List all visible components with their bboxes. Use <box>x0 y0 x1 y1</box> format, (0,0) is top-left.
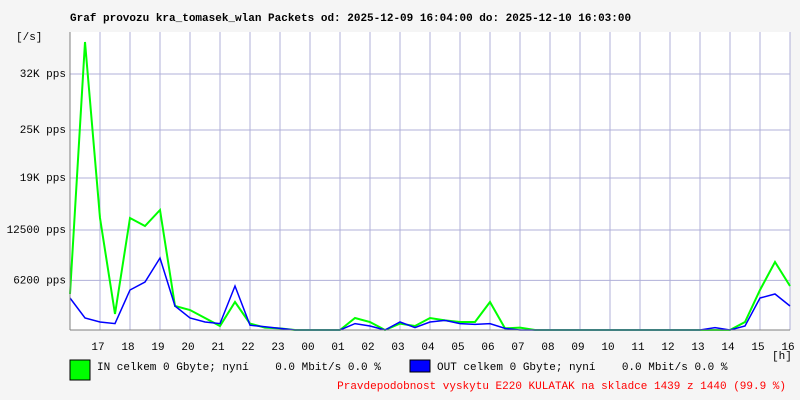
x-tick-label: 16 <box>781 342 794 354</box>
x-tick-label: 19 <box>151 342 164 354</box>
x-tick-label: 01 <box>331 342 345 354</box>
y-axis-label: [/s] <box>16 32 42 44</box>
chart-title: Graf provozu kra_tomasek_wlan Packets od… <box>70 13 631 25</box>
legend-swatch <box>409 359 431 373</box>
legend-label: IN celkem 0 Gbyte; nyní 0.0 Mbit/s 0.0 % <box>97 362 381 374</box>
x-tick-label: 22 <box>241 342 254 354</box>
x-tick-label: 04 <box>421 342 435 354</box>
x-tick-label: 13 <box>691 342 704 354</box>
x-tick-label: 18 <box>121 342 134 354</box>
x-tick-label: 15 <box>751 342 764 354</box>
x-tick-label: 21 <box>211 342 225 354</box>
x-tick-label: 00 <box>301 342 314 354</box>
x-tick-label: 11 <box>631 342 645 354</box>
x-tick-label: 09 <box>571 342 584 354</box>
x-tick-label: 17 <box>91 342 104 354</box>
x-axis-label: [h] <box>772 351 792 363</box>
legend-label: OUT celkem 0 Gbyte; nyní 0.0 Mbit/s 0.0 … <box>437 362 728 374</box>
x-tick-label: 05 <box>451 342 464 354</box>
legend-swatch <box>69 359 91 381</box>
x-tick-label: 23 <box>271 342 284 354</box>
footer: Pravdepodobnost vyskytu E220 KULATAK na … <box>337 381 786 393</box>
x-tick-label: 10 <box>601 342 614 354</box>
x-tick-label: 12 <box>661 342 674 354</box>
x-tick-label: 14 <box>721 342 735 354</box>
x-tick-label: 08 <box>541 342 554 354</box>
y-tick-label: 6200 pps <box>13 275 66 287</box>
y-tick-label: 32K pps <box>20 69 66 81</box>
y-tick-label: 12500 pps <box>7 225 66 237</box>
x-tick-label: 07 <box>511 342 524 354</box>
x-tick-label: 03 <box>391 342 404 354</box>
x-tick-label: 02 <box>361 342 374 354</box>
x-tick-label: 20 <box>181 342 194 354</box>
y-tick-label: 19K pps <box>20 173 66 185</box>
y-tick-label: 25K pps <box>20 125 66 137</box>
x-tick-label: 06 <box>481 342 494 354</box>
